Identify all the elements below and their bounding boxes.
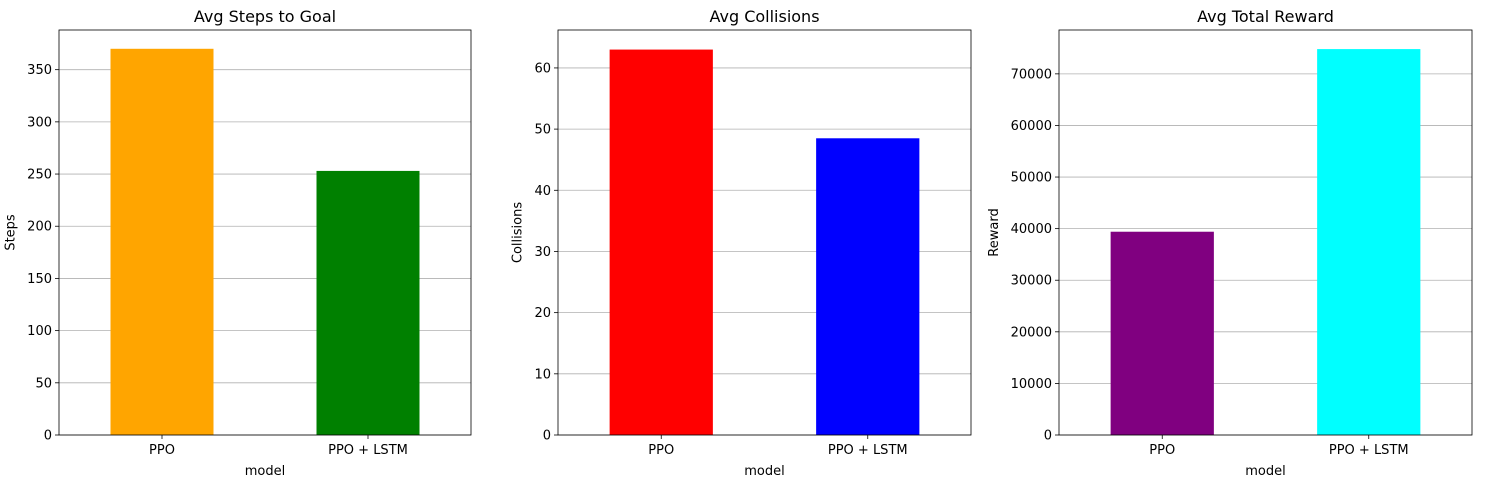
y-axis-label: Collisions [511,202,526,263]
x-tick-label: PPO [1149,443,1175,458]
y-tick-label: 50 [35,376,52,391]
y-tick-label: 100 [27,324,52,339]
y-tick-label: 40 [534,184,551,199]
y-tick-label: 300 [27,115,52,130]
bar-ppo [110,48,214,435]
chart-title: Avg Total Reward [1197,7,1334,26]
x-axis-label: model [245,464,285,479]
y-tick-label: 0 [44,429,52,444]
chart-panel-2: PPO PPO + LSTM 0 10 20 30 40 50 60 Avg Collisions… [511,7,972,479]
chart-title: Avg Steps to Goal [194,7,336,26]
y-tick-label: 40000 [1011,222,1052,237]
x-tick-label: PPO + LSTM [328,443,408,458]
x-tick-label: PPO + LSTM [828,443,908,458]
chart-panel-3: PPO PPO + LSTM 0 10000 20000 30000 40000 50000 6… [987,7,1473,479]
y-tick-label: 20000 [1011,325,1052,340]
bar-ppo [1110,231,1214,435]
y-tick-label: 50 [534,123,551,138]
axes-frame [58,29,472,436]
y-tick-label: 0 [543,429,551,444]
y-tick-label: 350 [27,63,52,78]
y-tick-label: 30 [534,245,551,260]
x-tick-label: PPO [648,443,674,458]
bar-ppo-lstm [1317,49,1421,435]
bar-ppo [609,49,713,436]
y-tick-label: 200 [27,220,52,235]
y-tick-label: 0 [1044,429,1052,444]
y-axis-label: Reward [987,208,1002,256]
bar-ppo-lstm [816,138,920,435]
y-tick-label: 60 [534,61,551,76]
axes-frame [1058,29,1473,436]
y-tick-label: 10000 [1011,377,1052,392]
y-tick-label: 10 [534,367,551,382]
y-axis-label: Steps [3,214,18,251]
axes-frame [557,29,972,436]
y-tick-label: 50000 [1011,171,1052,186]
x-tick-label: PPO + LSTM [1329,443,1409,458]
x-axis-label: model [1245,464,1285,479]
y-tick-label: 20 [534,306,551,321]
y-tick-label: 70000 [1011,67,1052,82]
x-axis-label: model [744,464,784,479]
chart-title: Avg Collisions [709,7,819,26]
chart-panel-1: PPO PPO + LSTM 0 50 100 150 200 250 300 350 Avg St… [3,7,472,479]
y-tick-label: 30000 [1011,274,1052,289]
y-tick-label: 150 [27,272,52,287]
y-tick-label: 250 [27,168,52,183]
bar-ppo-lstm [316,170,420,435]
x-tick-label: PPO [149,443,175,458]
y-tick-label: 60000 [1011,119,1052,134]
